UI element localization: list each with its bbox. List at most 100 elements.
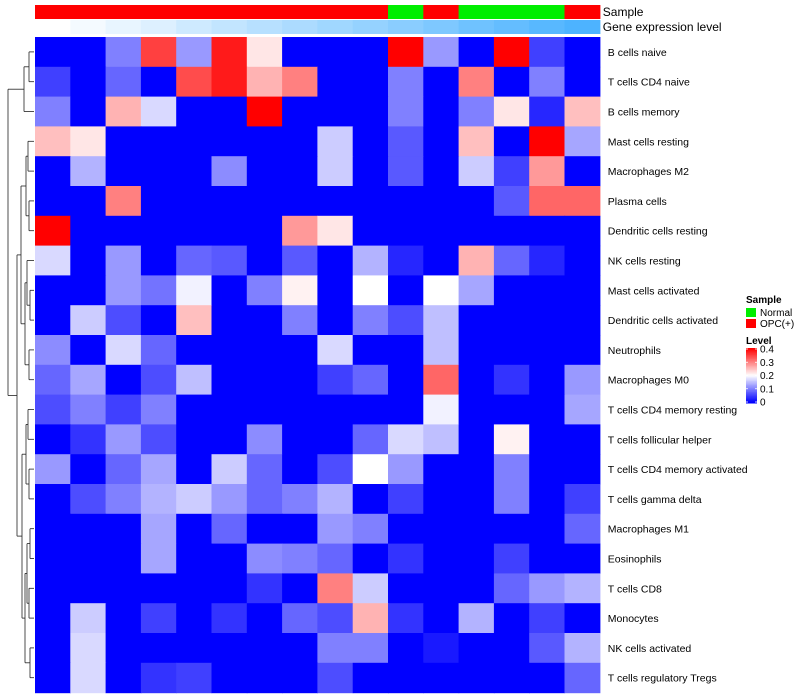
heatmap-cell — [423, 156, 460, 187]
heatmap-cell — [176, 484, 213, 515]
colorbar-segment — [746, 387, 757, 390]
heatmap-cell — [70, 662, 107, 694]
heatmap-cell — [458, 305, 495, 336]
heatmap-cell — [529, 424, 566, 455]
heatmap-cell — [458, 126, 495, 157]
heatmap-cell — [140, 484, 177, 515]
heatmap-cell — [246, 96, 283, 127]
heatmap-cell — [176, 245, 213, 276]
heatmap-cell — [246, 275, 283, 306]
row-label: Dendritic cells resting — [608, 226, 708, 238]
row-label: Macrophages M2 — [608, 166, 689, 178]
heatmap-cell — [282, 335, 318, 366]
heatmap-cell — [246, 335, 283, 366]
heatmap-cell — [423, 633, 460, 664]
heatmap-cell — [140, 37, 177, 68]
annotation-cell — [35, 20, 71, 34]
heatmap-cell — [388, 305, 424, 336]
row-label: Eosinophils — [608, 554, 662, 566]
annotation-cell — [564, 5, 601, 19]
heatmap-cell — [317, 454, 354, 485]
heatmap-cell — [458, 156, 495, 187]
heatmap-cell — [211, 126, 248, 157]
heatmap-cell — [564, 633, 601, 664]
heatmap-cell — [105, 394, 142, 425]
heatmap-cell — [35, 513, 71, 545]
row-label: T cells CD8 — [608, 583, 662, 595]
heatmap-cell — [35, 633, 71, 664]
heatmap-cell — [70, 156, 107, 187]
heatmap-cell — [140, 186, 177, 217]
heatmap-cell — [176, 156, 213, 187]
heatmap-cell — [176, 454, 213, 485]
heatmap-cell — [317, 364, 354, 396]
heatmap-cell — [282, 603, 318, 634]
colorbar-segment — [746, 392, 757, 394]
heatmap-cell — [211, 454, 248, 485]
annotation-cell — [70, 5, 107, 19]
heatmap-cell — [423, 275, 460, 306]
heatmap-cell — [246, 215, 283, 247]
heatmap-cell — [246, 424, 283, 455]
heatmap-cell — [70, 603, 107, 634]
heatmap-cell — [493, 96, 530, 127]
heatmap-cell — [493, 156, 530, 187]
heatmap-cell — [352, 394, 389, 425]
heatmap-cell — [493, 603, 530, 634]
annotation-cell — [352, 5, 389, 19]
heatmap-cell — [352, 305, 389, 336]
heatmap-cell — [317, 513, 354, 545]
annotation-cell — [140, 5, 177, 19]
row-dendrogram — [7, 51, 34, 679]
heatmap-cell — [529, 484, 566, 515]
heatmap-cell — [246, 66, 283, 98]
heatmap-cell — [140, 573, 177, 604]
heatmap-cell — [388, 573, 424, 604]
heatmap-cell — [35, 335, 71, 366]
level-legend-title: Level — [746, 336, 772, 347]
heatmap-cell — [564, 454, 601, 485]
heatmap-cell — [246, 394, 283, 425]
heatmap-cell — [70, 275, 107, 306]
heatmap-cell — [423, 573, 460, 604]
heatmap-cell — [317, 633, 354, 664]
heatmap-cell — [388, 484, 424, 515]
heatmap-cells — [35, 37, 601, 694]
heatmap-cell — [564, 484, 601, 515]
colorbar-tick-label: 0.2 — [760, 371, 774, 382]
heatmap-cell — [246, 543, 283, 574]
heatmap-cell — [458, 394, 495, 425]
heatmap-cell — [458, 543, 495, 574]
heatmap-cell — [140, 394, 177, 425]
heatmap-cell — [458, 186, 495, 217]
heatmap-cell — [317, 335, 354, 366]
heatmap-cell — [564, 96, 601, 127]
annotation-cell — [493, 5, 530, 19]
heatmap-cell — [176, 215, 213, 247]
heatmap-cell — [70, 37, 107, 68]
annotation-cell — [564, 20, 601, 34]
heatmap-cell — [352, 186, 389, 217]
heatmap-cell — [176, 305, 213, 336]
heatmap-cell — [176, 424, 213, 455]
colorbar-segment — [746, 363, 757, 366]
heatmap-cell — [140, 424, 177, 455]
annotation-cell — [246, 20, 283, 34]
legend-swatch-opc — [746, 319, 756, 328]
legend-swatch-normal — [746, 308, 756, 317]
heatmap-cell — [529, 394, 566, 425]
annotation-cell — [423, 5, 460, 19]
heatmap-cell — [70, 126, 107, 157]
heatmap-cell — [105, 215, 142, 247]
heatmap-cell — [211, 156, 248, 187]
heatmap-cell — [282, 424, 318, 455]
heatmap-cell — [70, 364, 107, 396]
heatmap-cell — [70, 573, 107, 604]
heatmap-cell — [140, 335, 177, 366]
colorbar-segment — [746, 348, 757, 350]
colorbar-segment — [746, 354, 757, 357]
heatmap-cell — [282, 543, 318, 574]
heatmap-cell — [176, 186, 213, 217]
heatmap-cell — [211, 424, 248, 455]
heatmap-cell — [140, 364, 177, 396]
